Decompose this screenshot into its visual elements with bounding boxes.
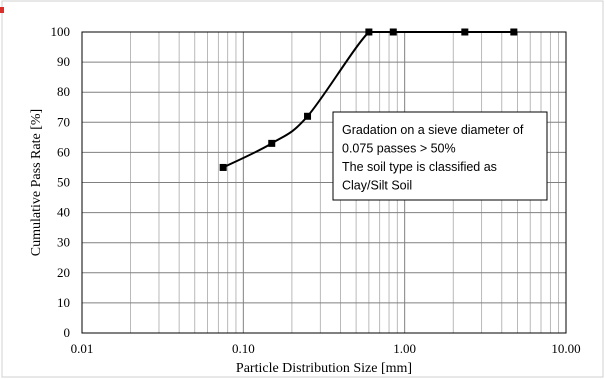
data-point-marker — [365, 28, 373, 36]
annotation-border — [332, 111, 548, 201]
y-tick-label: 70 — [57, 114, 70, 129]
annotation-line-3: The soil type is classified as — [342, 160, 497, 174]
x-axis-title: Particle Distribution Size [mm] — [236, 361, 412, 376]
y-tick-label: 20 — [57, 265, 70, 280]
data-point-marker — [268, 139, 276, 147]
x-tick-label: 0.10 — [232, 341, 255, 356]
y-axis-tick-labels: 0 10 20 30 40 50 60 70 80 90 100 — [51, 24, 71, 340]
y-tick-label: 100 — [51, 24, 71, 39]
y-tick-label: 80 — [57, 84, 70, 99]
y-tick-label: 40 — [57, 205, 70, 220]
x-tick-label: 10.00 — [551, 341, 580, 356]
annotation-line-2: 0.075 passes > 50% — [342, 142, 456, 156]
data-point-marker — [461, 28, 469, 36]
y-tick-label: 10 — [57, 295, 70, 310]
annotation-line-1: Gradation on a sieve diameter of — [342, 123, 524, 137]
data-point-marker — [304, 112, 312, 120]
annotation-line-4: Clay/Silt Soil — [342, 179, 412, 193]
data-point-marker — [219, 163, 227, 171]
corner-marker — [0, 7, 4, 13]
series-layer — [219, 28, 518, 171]
plot-area-border — [81, 31, 567, 334]
x-tick-label: 1.00 — [393, 341, 416, 356]
x-axis-tick-labels: 0.01 0.10 1.00 10.00 — [71, 341, 581, 356]
y-tick-label: 90 — [57, 54, 70, 69]
y-tick-label: 30 — [57, 235, 70, 250]
y-axis-title: Cumulative Pass Rate [%] — [29, 109, 44, 256]
y-tick-label: 50 — [57, 175, 70, 190]
y-tick-label: 0 — [64, 325, 71, 340]
data-point-marker — [510, 28, 518, 36]
annotation-box: Gradation on a sieve diameter of 0.075 p… — [332, 111, 548, 201]
y-tick-label: 60 — [57, 144, 70, 159]
data-point-marker — [389, 28, 397, 36]
x-tick-label: 0.01 — [71, 341, 94, 356]
